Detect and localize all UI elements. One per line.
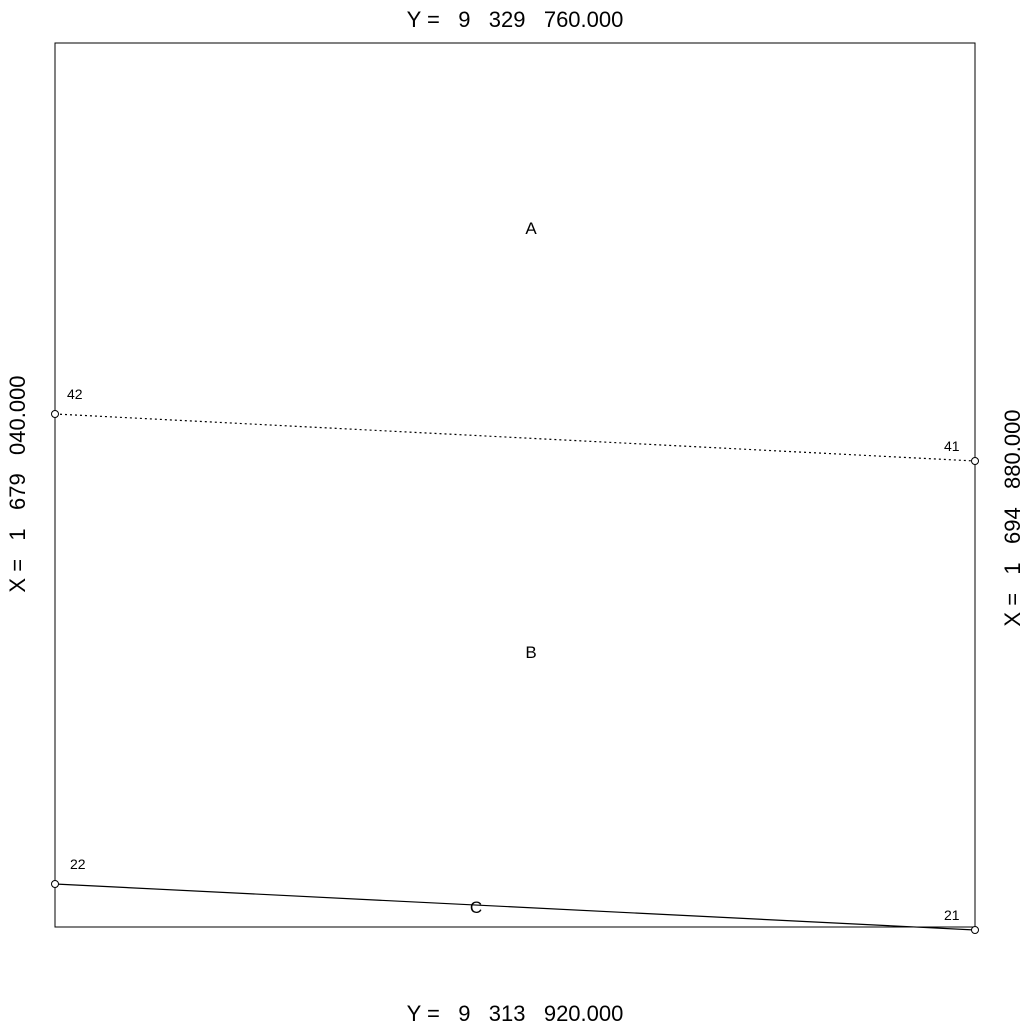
bottom-coordinate-label: Y = 9 313 920.000 <box>407 1001 624 1026</box>
point-label-42: 42 <box>67 386 83 402</box>
boundary-line-22-21 <box>54 883 976 931</box>
point-marker-21 <box>971 926 979 934</box>
point-marker-22 <box>51 880 59 888</box>
point-label-22: 22 <box>70 856 86 872</box>
point-marker-42 <box>51 410 59 418</box>
point-label-21: 21 <box>944 907 960 923</box>
zone-label-a: A <box>525 219 537 238</box>
map-frame <box>54 42 976 928</box>
right-coordinate-label: X = 1 694 880.000 <box>1000 409 1025 626</box>
zone-label-b: B <box>525 643 536 662</box>
left-coordinate-label: X = 1 679 040.000 <box>5 375 30 592</box>
point-marker-41 <box>971 457 979 465</box>
boundary-line-42-41 <box>54 413 976 462</box>
top-coordinate-label: Y = 9 329 760.000 <box>407 7 624 32</box>
point-label-41: 41 <box>944 438 960 454</box>
zone-label-c: C <box>470 898 482 917</box>
